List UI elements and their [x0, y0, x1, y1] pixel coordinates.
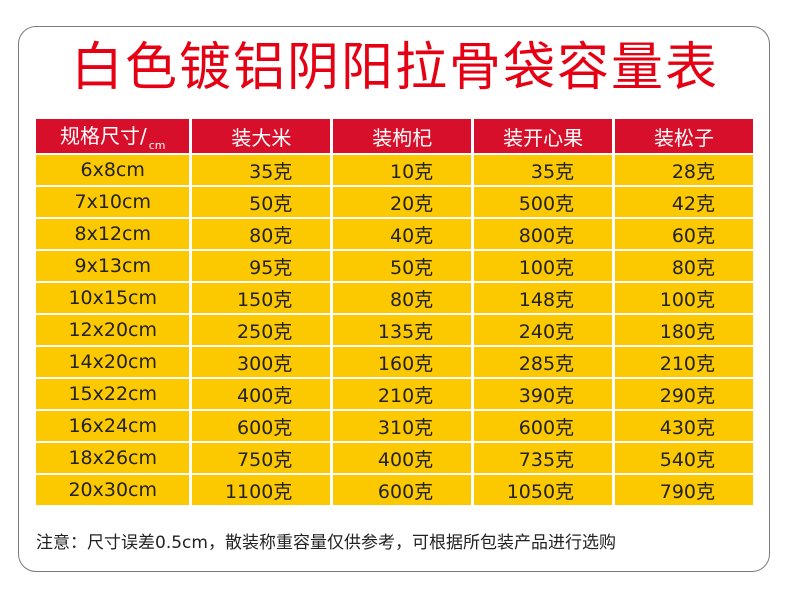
table-row: 10x15cm 150克 80克 148克 100克 — [36, 283, 753, 313]
cell-pine-nut: 180克 — [615, 315, 753, 345]
cell-rice: 1100克 — [192, 475, 331, 505]
header-pistachio: 装开心果 — [474, 119, 613, 153]
table-header-row: 规格尺寸/cm 装大米 装枸杞 装开心果 装松子 — [36, 119, 753, 153]
cell-pine-nut: 790克 — [615, 475, 753, 505]
header-spec-label: 规格尺寸/ — [59, 124, 147, 148]
cell-pistachio: 500克 — [474, 187, 613, 217]
cell-pistachio: 735克 — [474, 443, 613, 473]
cell-size: 12x20cm — [36, 315, 190, 345]
cell-goji: 10克 — [333, 155, 472, 185]
table-row: 6x8cm 35克 10克 35克 28克 — [36, 155, 753, 185]
cell-pistachio: 100克 — [474, 251, 613, 281]
cell-rice: 750克 — [192, 443, 331, 473]
header-rice: 装大米 — [192, 119, 331, 153]
header-pine-nut: 装松子 — [615, 119, 753, 153]
table-row: 15x22cm 400克 210克 390克 290克 — [36, 379, 753, 409]
cell-size: 9x13cm — [36, 251, 190, 281]
cell-goji: 210克 — [333, 379, 472, 409]
cell-goji: 80克 — [333, 283, 472, 313]
cell-pine-nut: 42克 — [615, 187, 753, 217]
table-row: 9x13cm 95克 50克 100克 80克 — [36, 251, 753, 281]
cell-pine-nut: 210克 — [615, 347, 753, 377]
page-title: 白色镀铝阴阳拉骨袋容量表 — [70, 38, 719, 98]
table-row: 16x24cm 600克 310克 600克 430克 — [36, 411, 753, 441]
cell-goji: 20克 — [333, 187, 472, 217]
cell-rice: 250克 — [192, 315, 331, 345]
cell-pistachio: 148克 — [474, 283, 613, 313]
table-row: 8x12cm 80克 40克 800克 60克 — [36, 219, 753, 249]
header-spec: 规格尺寸/cm — [36, 119, 190, 153]
cell-pistachio: 35克 — [474, 155, 613, 185]
cell-rice: 95克 — [192, 251, 331, 281]
table-row: 7x10cm 50克 20克 500克 42克 — [36, 187, 753, 217]
cell-goji: 50克 — [333, 251, 472, 281]
cell-pistachio: 800克 — [474, 219, 613, 249]
cell-rice: 400克 — [192, 379, 331, 409]
cell-pistachio: 390克 — [474, 379, 613, 409]
header-spec-unit: cm — [148, 139, 166, 152]
cell-pistachio: 600克 — [474, 411, 613, 441]
table-row: 12x20cm 250克 135克 240克 180克 — [36, 315, 753, 345]
footnote: 注意：尺寸误差0.5cm，散装称重容量仅供参考，可根据所包装产品进行选购 — [36, 533, 616, 553]
cell-pine-nut: 80克 — [615, 251, 753, 281]
cell-size: 18x26cm — [36, 443, 190, 473]
cell-size: 16x24cm — [36, 411, 190, 441]
cell-goji: 40克 — [333, 219, 472, 249]
cell-pistachio: 240克 — [474, 315, 613, 345]
cell-rice: 300克 — [192, 347, 331, 377]
cell-goji: 160克 — [333, 347, 472, 377]
cell-goji: 600克 — [333, 475, 472, 505]
cell-size: 7x10cm — [36, 187, 190, 217]
header-goji: 装枸杞 — [333, 119, 472, 153]
cell-pine-nut: 430克 — [615, 411, 753, 441]
cell-goji: 135克 — [333, 315, 472, 345]
cell-pistachio: 1050克 — [474, 475, 613, 505]
capacity-table: 规格尺寸/cm 装大米 装枸杞 装开心果 装松子 6x8cm 35克 10克 3… — [33, 117, 756, 507]
cell-size: 8x12cm — [36, 219, 190, 249]
cell-goji: 400克 — [333, 443, 472, 473]
cell-size: 20x30cm — [36, 475, 190, 505]
cell-pine-nut: 100克 — [615, 283, 753, 313]
cell-size: 6x8cm — [36, 155, 190, 185]
cell-size: 14x20cm — [36, 347, 190, 377]
cell-pine-nut: 28克 — [615, 155, 753, 185]
cell-rice: 35克 — [192, 155, 331, 185]
cell-goji: 310克 — [333, 411, 472, 441]
cell-pistachio: 285克 — [474, 347, 613, 377]
table-row: 20x30cm 1100克 600克 1050克 790克 — [36, 475, 753, 505]
table-row: 14x20cm 300克 160克 285克 210克 — [36, 347, 753, 377]
cell-pine-nut: 60克 — [615, 219, 753, 249]
cell-rice: 80克 — [192, 219, 331, 249]
cell-rice: 150克 — [192, 283, 331, 313]
cell-rice: 600克 — [192, 411, 331, 441]
cell-pine-nut: 290克 — [615, 379, 753, 409]
cell-size: 10x15cm — [36, 283, 190, 313]
cell-rice: 50克 — [192, 187, 331, 217]
table-row: 18x26cm 750克 400克 735克 540克 — [36, 443, 753, 473]
cell-size: 15x22cm — [36, 379, 190, 409]
cell-pine-nut: 540克 — [615, 443, 753, 473]
